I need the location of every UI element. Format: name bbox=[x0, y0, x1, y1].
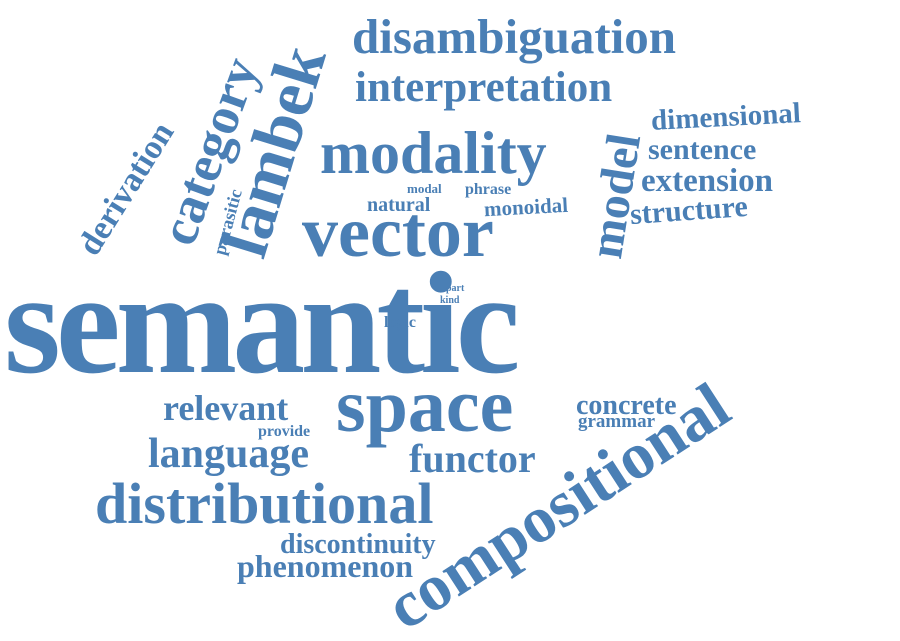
word-provide: provide bbox=[258, 423, 311, 440]
word-model: model bbox=[579, 129, 652, 262]
word-discontinuity: discontinuity bbox=[280, 529, 436, 560]
word-vector: vector bbox=[302, 192, 494, 272]
word-part: part bbox=[446, 283, 465, 294]
word-structure: structure bbox=[628, 189, 749, 232]
word-dimensional: dimensional bbox=[650, 97, 802, 137]
word-disambiguation: disambiguation bbox=[352, 9, 677, 64]
word-phenomenon: phenomenon bbox=[237, 548, 414, 584]
word-modal: modal bbox=[407, 181, 442, 196]
word-phrase: phrase bbox=[465, 181, 512, 198]
word-monoidal: monoidal bbox=[483, 192, 569, 222]
word-extension: extension bbox=[641, 163, 773, 199]
word-interpretation: interpretation bbox=[355, 64, 613, 111]
word-space: space bbox=[336, 364, 514, 448]
word-functor: functor bbox=[409, 436, 536, 481]
word-modality: modality bbox=[320, 120, 547, 186]
word-sentence: sentence bbox=[648, 133, 757, 166]
word-distributional: distributional bbox=[95, 471, 434, 536]
word-semantic: semantic bbox=[4, 242, 520, 404]
word-natural: natural bbox=[367, 194, 431, 216]
word-logic: logic bbox=[384, 314, 416, 331]
word-relevant: relevant bbox=[163, 388, 289, 428]
word-grammar: grammar bbox=[578, 411, 656, 432]
word-kind: kind bbox=[440, 295, 460, 306]
word-language: language bbox=[148, 431, 310, 477]
word-concrete: concrete bbox=[576, 390, 677, 421]
